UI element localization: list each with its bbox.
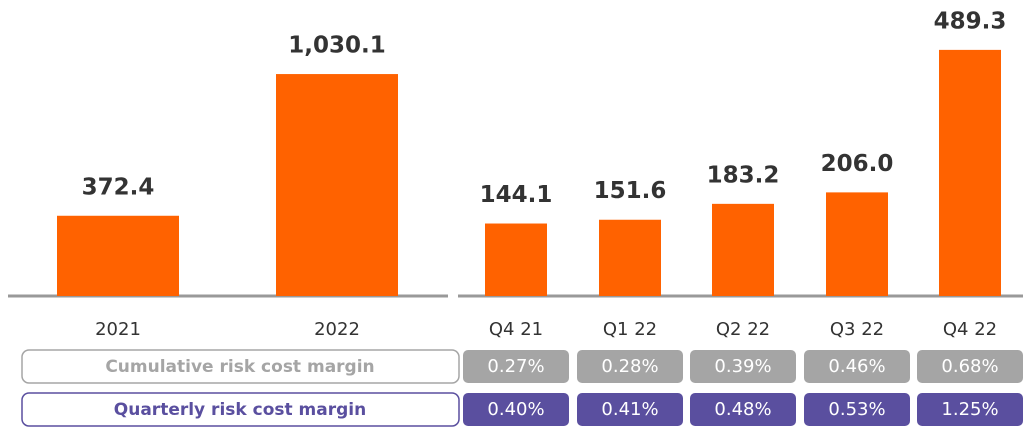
bar bbox=[712, 203, 774, 296]
margin-cell bbox=[917, 350, 1023, 383]
x-tick-label: 2022 bbox=[314, 319, 360, 340]
margin-cell bbox=[463, 350, 569, 383]
x-tick-label: Q4 21 bbox=[489, 319, 543, 340]
x-tick-label: Q4 22 bbox=[943, 319, 997, 340]
bar bbox=[939, 49, 1001, 297]
margin-cell bbox=[577, 350, 683, 383]
margin-value: 0.46% bbox=[828, 356, 885, 377]
value-label: 1,030.1 bbox=[288, 33, 386, 59]
x-tick-label: Q1 22 bbox=[603, 319, 657, 340]
bar bbox=[57, 215, 179, 296]
margin-value: 0.27% bbox=[487, 356, 544, 377]
margin-value: 0.40% bbox=[487, 399, 544, 420]
x-tick-label: Q2 22 bbox=[716, 319, 770, 340]
margin-cell bbox=[577, 393, 683, 426]
row-label: Quarterly risk cost margin bbox=[114, 400, 366, 420]
row-label: Cumulative risk cost margin bbox=[105, 357, 374, 377]
value-label: 489.3 bbox=[934, 8, 1007, 34]
value-label: 183.2 bbox=[707, 162, 780, 188]
margin-cell bbox=[690, 393, 796, 426]
margin-cell bbox=[917, 393, 1023, 426]
bar bbox=[276, 74, 398, 296]
margin-cell bbox=[804, 350, 910, 383]
margin-cell bbox=[463, 393, 569, 426]
bar bbox=[826, 192, 888, 296]
margin-value: 0.48% bbox=[714, 399, 771, 420]
row-label-box bbox=[21, 349, 460, 384]
x-tick-label: Q3 22 bbox=[830, 319, 884, 340]
margin-value: 0.53% bbox=[828, 399, 885, 420]
value-label: 151.6 bbox=[594, 178, 667, 204]
margin-value: 0.28% bbox=[601, 356, 658, 377]
margin-cell bbox=[804, 393, 910, 426]
margin-value: 0.41% bbox=[601, 399, 658, 420]
bar bbox=[599, 219, 661, 296]
value-label: 372.4 bbox=[82, 174, 155, 200]
margin-value: 1.25% bbox=[941, 399, 998, 420]
margin-value: 0.68% bbox=[941, 356, 998, 377]
value-label: 206.0 bbox=[821, 151, 894, 177]
value-label: 144.1 bbox=[480, 182, 553, 208]
row-label-box bbox=[21, 392, 460, 427]
x-tick-label: 2021 bbox=[95, 319, 141, 340]
margin-cell bbox=[690, 350, 796, 383]
bar bbox=[485, 223, 547, 296]
margin-value: 0.39% bbox=[714, 356, 771, 377]
